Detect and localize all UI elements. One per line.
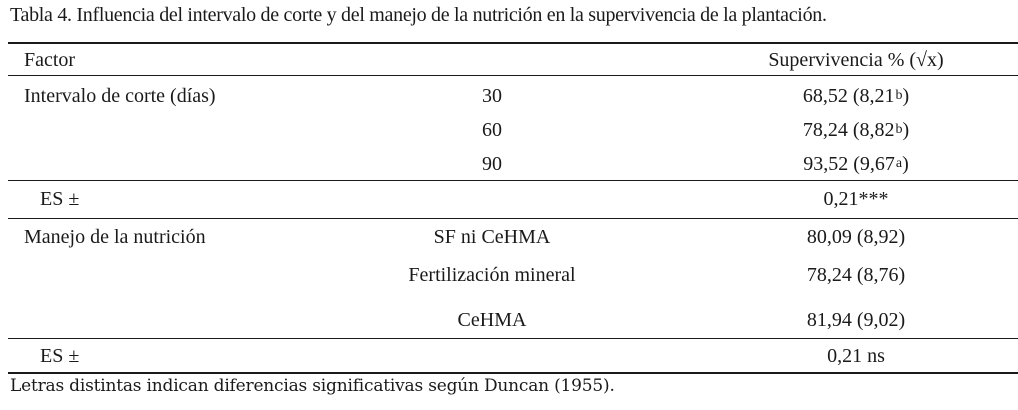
header-supervivencia: Supervivencia % (√x) — [768, 49, 944, 71]
value-cehma: 81,94 (9,02) — [806, 309, 906, 331]
es-value-1: 0,21*** — [823, 188, 889, 210]
value-30: 68,52 (8,21b) — [802, 85, 910, 107]
sig-letter: b — [895, 88, 903, 103]
group1-es-rule — [8, 180, 1018, 181]
group1-end-rule — [8, 218, 1018, 219]
group-label-intervalo: Intervalo de corte (días) — [24, 85, 216, 107]
es-label-2: ES ± — [40, 345, 80, 367]
es-label-1: ES ± — [40, 188, 80, 210]
level-sf-ni-cehma: SF ni CeHMA — [433, 226, 551, 248]
group2-es-rule — [8, 338, 1018, 339]
top-rule — [8, 42, 1018, 44]
sig-letter: a — [895, 156, 903, 171]
header-factor: Factor — [24, 49, 76, 71]
es-value-2: 0,21 ns — [827, 345, 885, 367]
level-30: 30 — [482, 85, 502, 107]
value-60: 78,24 (8,82b) — [802, 119, 910, 141]
value-fertilizacion-mineral: 78,24 (8,76) — [806, 264, 906, 286]
value-90: 93,52 (9,67a) — [803, 153, 909, 175]
group-label-nutricion: Manejo de la nutrición — [24, 226, 206, 248]
table-caption: Tabla 4. Influencia del intervalo de cor… — [10, 4, 827, 26]
table-footnote: Letras distintas indican diferencias sig… — [10, 376, 615, 396]
header-rule — [8, 75, 1018, 76]
value-sf-ni-cehma: 80,09 (8,92) — [806, 226, 906, 248]
level-cehma: CeHMA — [457, 309, 527, 331]
sig-letter: b — [895, 122, 903, 137]
level-90: 90 — [482, 153, 502, 175]
bottom-rule — [8, 372, 1018, 374]
level-60: 60 — [482, 119, 502, 141]
level-fertilizacion-mineral: Fertilización mineral — [408, 264, 576, 286]
